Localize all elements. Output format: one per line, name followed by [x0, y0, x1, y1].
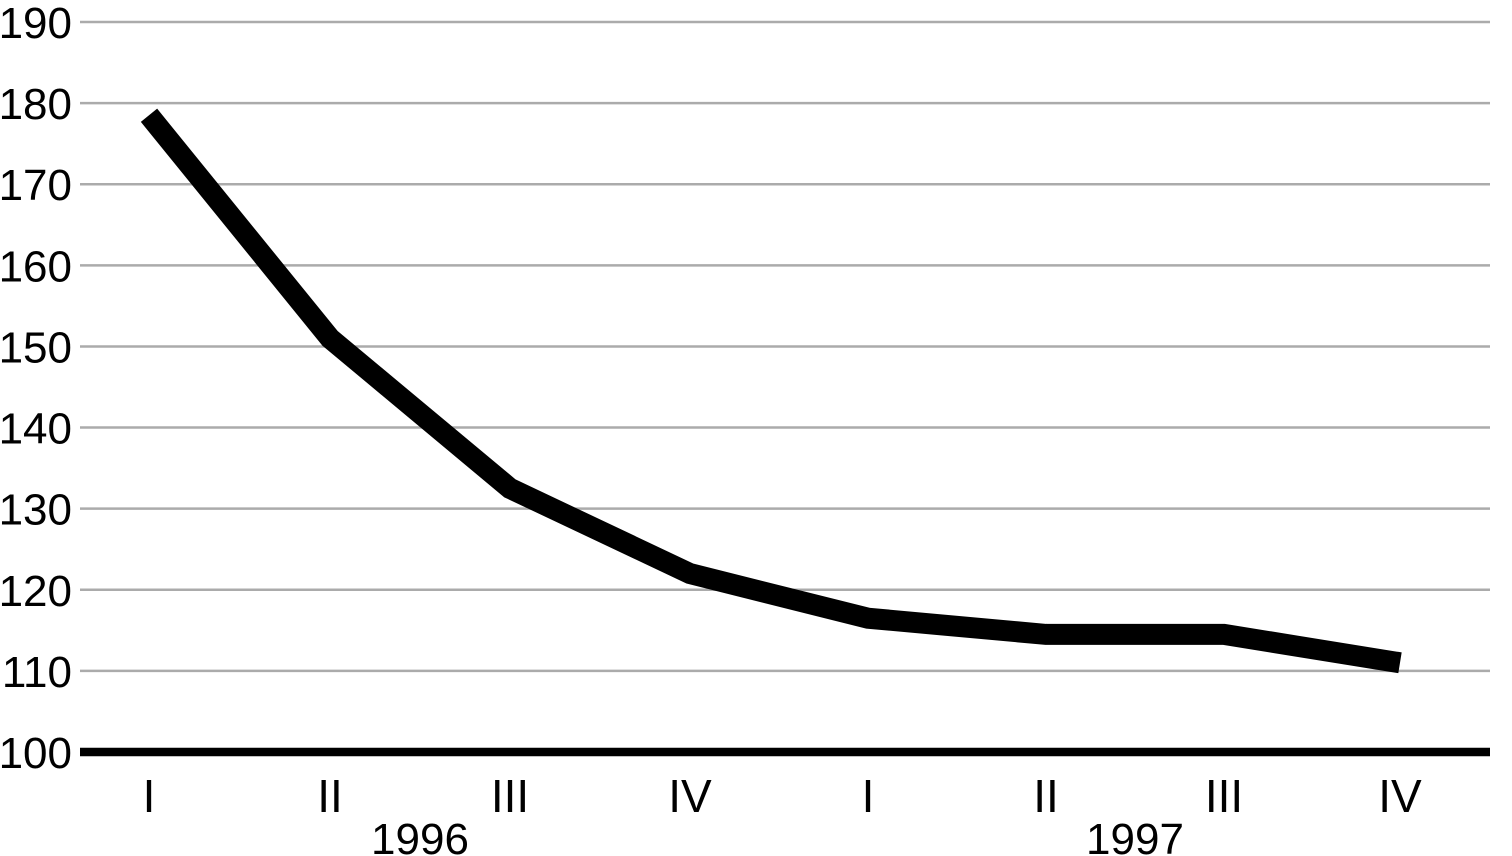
x-axis-tick-label: III	[1205, 770, 1243, 822]
year-label: 1996	[371, 815, 469, 856]
y-axis-tick-label: 100	[0, 729, 72, 778]
x-axis-tick-label: II	[1033, 770, 1059, 822]
y-axis-tick-label: 130	[0, 486, 72, 535]
y-axis-tick-label: 160	[0, 242, 72, 291]
y-axis-tick-label: 180	[0, 80, 72, 129]
y-axis-tick-label: 170	[0, 161, 72, 210]
x-axis-tick-label: IV	[668, 770, 712, 822]
x-axis-tick-label: IV	[1378, 770, 1422, 822]
x-axis-tick-label: II	[317, 770, 343, 822]
y-axis-tick-label: 150	[0, 323, 72, 372]
y-axis-tick-label: 140	[0, 405, 72, 454]
x-axis-tick-label: III	[491, 770, 529, 822]
data-line	[140, 108, 1402, 674]
year-label: 1997	[1086, 815, 1184, 856]
x-axis-tick-label: I	[862, 770, 875, 822]
y-axis-tick-label: 110	[2, 648, 72, 697]
y-axis-tick-label: 120	[0, 567, 72, 616]
x-axis-tick-label: I	[143, 770, 156, 822]
y-axis-tick-label: 190	[0, 0, 72, 48]
